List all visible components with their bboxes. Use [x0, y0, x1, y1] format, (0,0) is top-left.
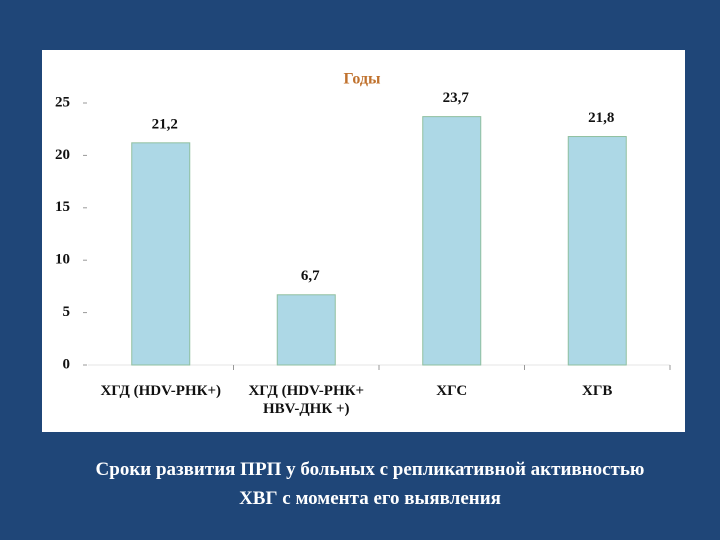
y-tick-label: 25	[55, 94, 70, 110]
y-tick-label: 0	[63, 356, 71, 372]
data-label: 21,2	[152, 116, 178, 132]
data-label: 6,7	[301, 268, 320, 284]
y-tick-label: 10	[55, 252, 70, 268]
bar	[422, 116, 482, 366]
data-label: 21,8	[588, 110, 614, 126]
x-tick-label: ХГД (HDV-РНК+)	[100, 383, 222, 399]
caption: Сроки развития ПРП у больных с репликати…	[95, 459, 645, 509]
bar	[276, 294, 336, 366]
y-tick-label: 5	[63, 304, 71, 320]
bar	[131, 142, 191, 366]
x-tick-label: ХГД (HDV-РНК+ HBV-ДНК +)	[248, 383, 365, 417]
x-tick-label: ХГС	[436, 383, 468, 399]
y-tick-label: 15	[55, 199, 70, 215]
data-label: 23,7	[443, 90, 470, 106]
bar	[567, 136, 627, 366]
chart-title: Годы	[344, 71, 381, 88]
y-tick-label: 20	[55, 147, 70, 163]
x-tick-label: ХГВ	[582, 383, 613, 399]
